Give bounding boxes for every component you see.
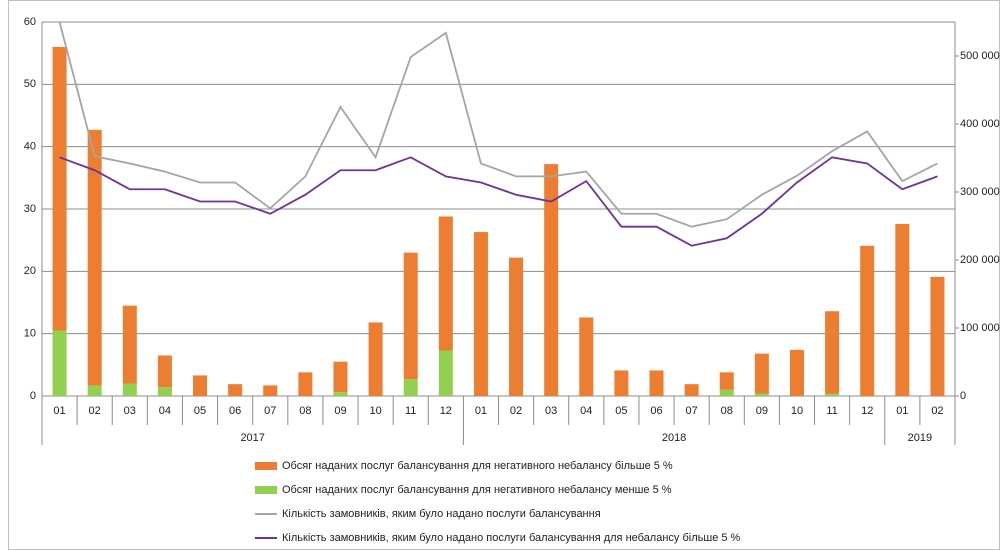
bar [403,379,418,396]
bar [649,370,664,396]
legend-label: Обсяг наданих послуг балансування для не… [282,484,672,496]
bar [930,276,945,396]
bar [87,129,102,386]
x-tick-label: 04 [580,405,592,417]
y2-tick-label: 500 000 [960,50,1000,62]
x-tick-label: 05 [615,405,627,417]
x-group-label: 2019 [908,432,932,444]
y-tick-label: 50 [24,78,36,90]
y2-tick-label: 100 000 [960,322,1000,334]
x-tick-label: 08 [299,405,311,417]
y-tick-label: 0 [30,390,36,402]
y-tick-label: 30 [24,203,36,215]
bar [544,164,559,396]
bar [754,353,769,394]
bar [684,384,699,396]
bar [333,392,348,396]
x-tick-label: 03 [124,405,136,417]
y-tick-label: 20 [24,265,36,277]
x-tick-label: 09 [334,405,346,417]
bar [263,385,278,396]
x-tick-label: 01 [896,405,908,417]
x-tick-label: 01 [53,405,65,417]
y2-tick-label: 0 [960,390,966,402]
x-tick-label: 10 [791,405,803,417]
bar [333,361,348,393]
x-tick-label: 04 [159,405,171,417]
bar [789,349,804,396]
x-tick-label: 12 [861,405,873,417]
bar [122,305,137,384]
bar [52,330,67,396]
bar [157,387,172,396]
bar [860,245,875,396]
bar [438,350,453,396]
x-tick-label: 10 [369,405,381,417]
x-tick-label: 05 [194,405,206,417]
bar [193,375,208,396]
bar [719,372,734,390]
bar [614,370,629,396]
bar [157,355,172,388]
x-tick-label: 03 [545,405,557,417]
legend-label: Обсяг наданих послуг балансування для не… [282,460,673,472]
x-tick-label: 02 [931,405,943,417]
chart-border [8,0,1000,550]
bar [473,232,488,396]
line [58,21,938,228]
line [59,156,938,247]
legend-label: Кількість замовників, яким було надано п… [282,532,741,544]
y-tick-label: 40 [24,141,36,153]
x-tick-label: 09 [756,405,768,417]
legend-swatch [255,462,277,470]
bar [228,384,243,396]
bar [509,257,524,396]
bar [579,317,594,396]
bar [825,311,840,394]
x-group-label: 2018 [662,432,686,444]
x-tick-label: 11 [405,405,416,417]
x-tick-label: 02 [510,405,522,417]
legend-label: Кількість замовників, яким було надано п… [282,508,601,520]
bar [754,393,769,396]
x-tick-label: 01 [475,405,487,417]
y2-tick-label: 200 000 [960,254,1000,266]
bar [438,216,453,351]
bar [719,389,734,396]
bar [825,393,840,396]
x-tick-label: 07 [686,405,698,417]
bar [895,223,910,396]
x-group-label: 2017 [240,432,264,444]
x-tick-label: 02 [89,405,101,417]
x-tick-label: 08 [721,405,733,417]
bar [52,46,67,331]
x-tick-label: 07 [264,405,276,417]
y2-tick-label: 300 000 [960,186,1000,198]
y-tick-label: 60 [24,16,36,28]
x-tick-label: 11 [826,405,837,417]
y2-tick-label: 400 000 [960,118,1000,130]
bar [298,372,313,396]
y-tick-label: 10 [24,328,36,340]
bar [403,252,418,380]
legend-swatch [255,486,277,494]
bar [368,322,383,396]
x-tick-label: 12 [440,405,452,417]
x-tick-label: 06 [229,405,241,417]
bar [122,383,137,396]
bar [87,385,102,396]
x-tick-label: 06 [650,405,662,417]
